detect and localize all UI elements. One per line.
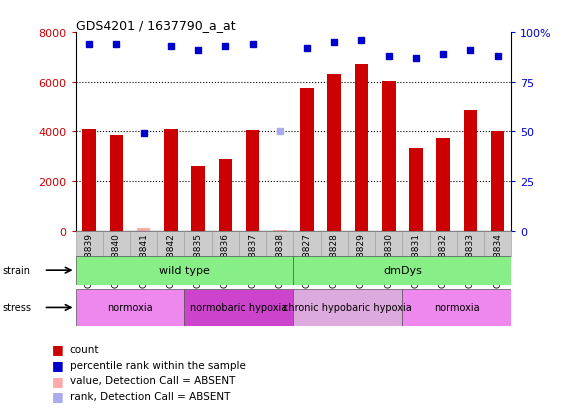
Bar: [130, 231, 157, 256]
Bar: [382, 81, 396, 231]
Bar: [191, 167, 205, 231]
Text: normoxia: normoxia: [107, 303, 153, 313]
Bar: [293, 256, 511, 285]
Bar: [402, 289, 511, 326]
Text: GSM398842: GSM398842: [166, 233, 175, 287]
Bar: [164, 130, 178, 231]
Text: strain: strain: [3, 266, 31, 275]
Bar: [218, 159, 232, 231]
Text: GSM398839: GSM398839: [85, 233, 94, 287]
Text: ■: ■: [52, 389, 64, 403]
Text: GSM398833: GSM398833: [466, 233, 475, 287]
Bar: [457, 231, 484, 256]
Bar: [354, 65, 368, 231]
Text: GSM398837: GSM398837: [248, 233, 257, 287]
Bar: [76, 231, 103, 256]
Bar: [103, 231, 130, 256]
Bar: [211, 231, 239, 256]
Text: normobaric hypoxia: normobaric hypoxia: [191, 303, 288, 313]
Text: GSM398827: GSM398827: [303, 233, 311, 287]
Text: count: count: [70, 344, 99, 354]
Text: percentile rank within the sample: percentile rank within the sample: [70, 360, 246, 370]
Bar: [375, 231, 402, 256]
Text: wild type: wild type: [159, 266, 210, 275]
Text: ■: ■: [52, 374, 64, 387]
Text: GSM398834: GSM398834: [493, 233, 502, 287]
Bar: [76, 289, 185, 326]
Text: GSM398836: GSM398836: [221, 233, 230, 287]
Text: ■: ■: [52, 342, 64, 356]
Text: GSM398835: GSM398835: [193, 233, 203, 287]
Bar: [273, 230, 286, 231]
Text: GSM398828: GSM398828: [330, 233, 339, 287]
Bar: [246, 131, 259, 231]
Bar: [293, 231, 321, 256]
Bar: [137, 229, 150, 231]
Bar: [436, 138, 450, 231]
Text: GDS4201 / 1637790_a_at: GDS4201 / 1637790_a_at: [76, 19, 235, 32]
Text: GSM398829: GSM398829: [357, 233, 366, 287]
Text: GSM398832: GSM398832: [439, 233, 448, 287]
Bar: [409, 148, 423, 231]
Bar: [266, 231, 293, 256]
Text: GSM398830: GSM398830: [384, 233, 393, 287]
Bar: [76, 256, 293, 285]
Bar: [157, 231, 185, 256]
Text: normoxia: normoxia: [434, 303, 480, 313]
Bar: [402, 231, 429, 256]
Bar: [321, 231, 348, 256]
Bar: [328, 75, 341, 231]
Text: value, Detection Call = ABSENT: value, Detection Call = ABSENT: [70, 375, 235, 385]
Text: ■: ■: [52, 358, 64, 371]
Bar: [110, 136, 123, 231]
Text: chronic hypobaric hypoxia: chronic hypobaric hypoxia: [284, 303, 413, 313]
Bar: [491, 132, 504, 231]
Bar: [464, 111, 477, 231]
Text: rank, Detection Call = ABSENT: rank, Detection Call = ABSENT: [70, 391, 230, 401]
Bar: [484, 231, 511, 256]
Bar: [348, 231, 375, 256]
Bar: [83, 130, 96, 231]
Text: GSM398840: GSM398840: [112, 233, 121, 287]
Bar: [185, 289, 293, 326]
Text: GSM398838: GSM398838: [275, 233, 284, 287]
Text: stress: stress: [3, 303, 32, 313]
Text: GSM398831: GSM398831: [411, 233, 421, 287]
Bar: [185, 231, 211, 256]
Text: GSM398841: GSM398841: [139, 233, 148, 287]
Text: dmDys: dmDys: [383, 266, 422, 275]
Bar: [429, 231, 457, 256]
Bar: [300, 89, 314, 231]
Bar: [293, 289, 402, 326]
Bar: [239, 231, 266, 256]
